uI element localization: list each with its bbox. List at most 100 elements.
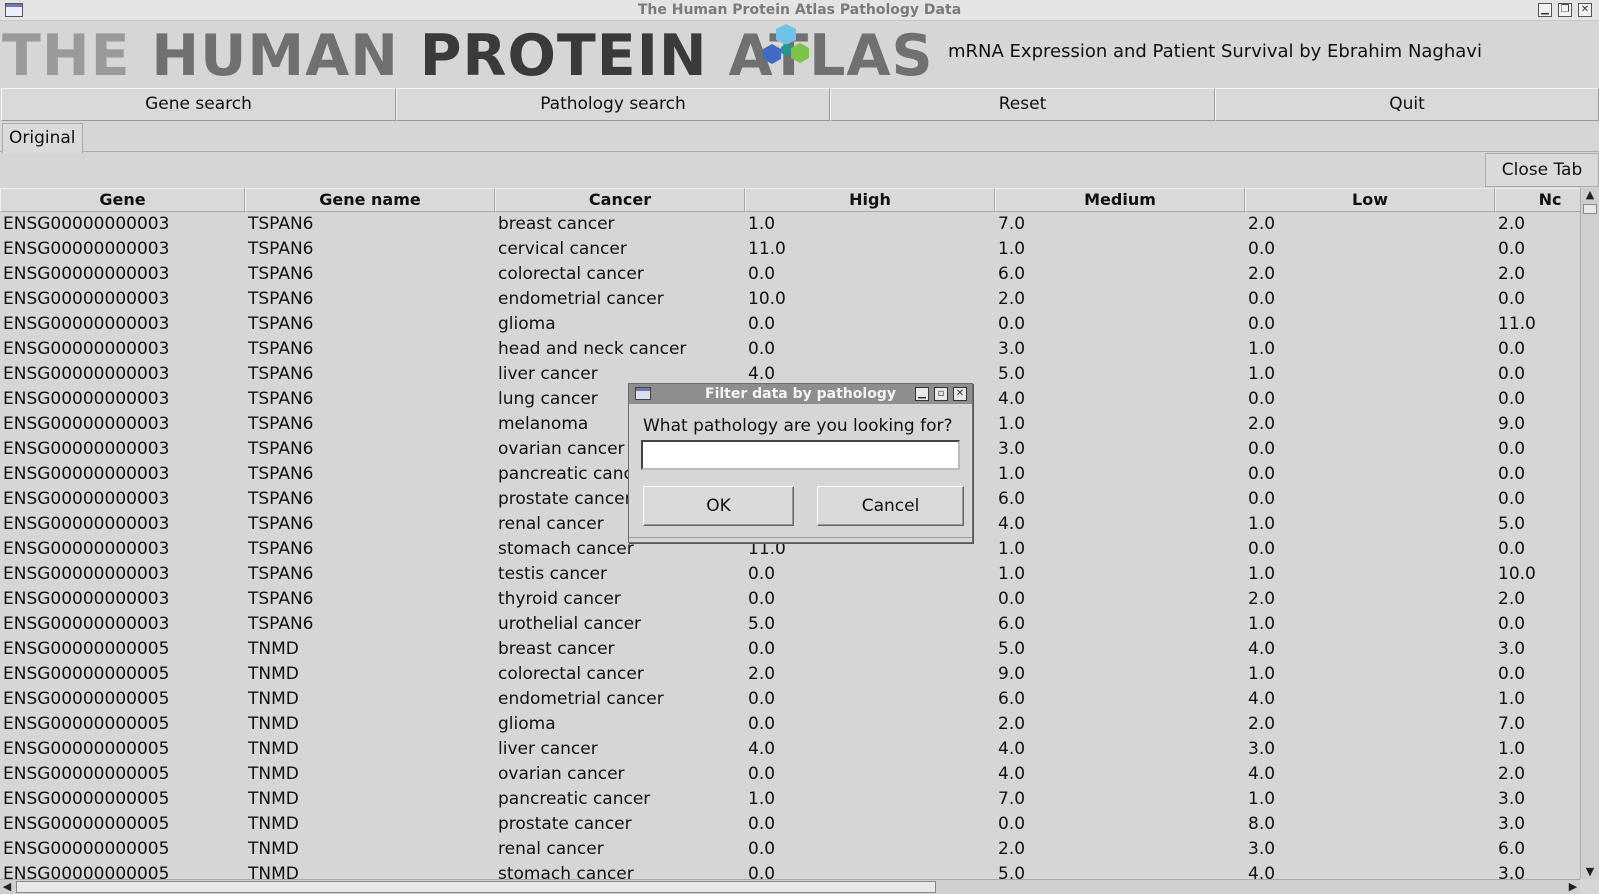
dialog-prompt: What pathology are you looking for?: [643, 416, 953, 436]
table-row[interactable]: ENSG00000000003 TSPAN6 ovarian cancer 3.0 0.…: [0, 437, 1580, 462]
table-row[interactable]: ENSG00000000003 TSPAN6 pancreatic cancer 1.…: [0, 462, 1580, 487]
cell-col-gene-name: TNMD: [248, 664, 299, 684]
cell-col-gene: ENSG00000000005: [3, 814, 170, 834]
cell-col-nc: 0.0: [1498, 339, 1526, 359]
cell-col-low: 2.0: [1248, 589, 1276, 609]
cell-col-medium: 5.0: [998, 364, 1026, 384]
quit-button[interactable]: Quit: [1215, 88, 1599, 121]
table-row[interactable]: ENSG00000000003 TSPAN6 cervical cancer 11.0…: [0, 237, 1580, 262]
dialog-maximize-icon[interactable]: ▫: [934, 387, 948, 401]
table-row[interactable]: ENSG00000000003 TSPAN6 stomach cancer 11.0 1…: [0, 537, 1580, 562]
cell-col-medium: 1.0: [998, 464, 1026, 484]
cell-col-high: 0.0: [748, 314, 776, 334]
header-col-nc[interactable]: Nc: [1495, 188, 1580, 212]
header-col-gene[interactable]: Gene: [0, 188, 245, 212]
table-row[interactable]: ENSG00000000005 TNMD renal cancer 0.0 2.0 3.0…: [0, 837, 1580, 862]
cell-col-high: 4.0: [748, 364, 776, 384]
header-col-gene-name[interactable]: Gene name: [245, 188, 495, 212]
cell-col-low: 2.0: [1248, 414, 1276, 434]
scroll-down-icon[interactable]: ▼: [1585, 865, 1595, 878]
cell-col-nc: 6.0: [1498, 839, 1526, 859]
table-row[interactable]: ENSG00000000003 TSPAN6 breast cancer 1.0 7.0…: [0, 212, 1580, 237]
cell-col-nc: 0.0: [1498, 614, 1526, 634]
cell-col-gene-name: TSPAN6: [248, 364, 314, 384]
cell-col-cancer: urothelial cancer: [498, 614, 642, 634]
cell-col-cancer: colorectal cancer: [498, 664, 644, 684]
ok-button[interactable]: OK: [643, 486, 794, 526]
table-row[interactable]: ENSG00000000005 TNMD prostate cancer 0.0 0.0…: [0, 812, 1580, 837]
scroll-up-icon[interactable]: ▲: [1585, 188, 1595, 201]
table-row[interactable]: ENSG00000000003 TSPAN6 endometrial cancer 1…: [0, 287, 1580, 312]
table-row[interactable]: ENSG00000000003 TSPAN6 colorectal cancer 0.…: [0, 262, 1580, 287]
maximize-icon[interactable]: ❐: [1558, 3, 1572, 17]
table-row[interactable]: ENSG00000000003 TSPAN6 melanoma 1.0 2.0 9.0: [0, 412, 1580, 437]
window-title: The Human Protein Atlas Pathology Data: [637, 2, 962, 18]
table-row[interactable]: ENSG00000000003 TSPAN6 thyroid cancer 0.0 0.…: [0, 587, 1580, 612]
cell-col-medium: 6.0: [998, 689, 1026, 709]
cell-col-gene: ENSG00000000003: [3, 414, 170, 434]
close-icon[interactable]: ✕: [1578, 3, 1592, 17]
cancel-button[interactable]: Cancel: [817, 486, 964, 526]
table-row[interactable]: ENSG00000000003 TSPAN6 prostate cancer 6.0 0…: [0, 487, 1580, 512]
table-row[interactable]: ENSG00000000005 TNMD glioma 0.0 2.0 2.0 7.0: [0, 712, 1580, 737]
table-row[interactable]: ENSG00000000005 TNMD pancreatic cancer 1.0 7…: [0, 787, 1580, 812]
cell-col-high: 0.0: [748, 764, 776, 784]
vertical-scrollbar[interactable]: ▲ ▼: [1580, 188, 1599, 879]
header-col-cancer[interactable]: Cancer: [495, 188, 745, 212]
horizontal-scroll-thumb[interactable]: [16, 881, 936, 893]
table-row[interactable]: ENSG00000000005 TNMD colorectal cancer 2.0 9…: [0, 662, 1580, 687]
pathology-input[interactable]: [641, 440, 960, 470]
header-col-high[interactable]: High: [745, 188, 995, 212]
cell-col-cancer: stomach cancer: [498, 539, 634, 559]
minimize-icon[interactable]: ▁: [1538, 3, 1552, 17]
cell-col-nc: 0.0: [1498, 364, 1526, 384]
tab-original[interactable]: Original: [2, 123, 83, 153]
table-row[interactable]: ENSG00000000003 TSPAN6 head and neck cance…: [0, 337, 1580, 362]
cell-col-nc: 2.0: [1498, 264, 1526, 284]
scroll-right-icon[interactable]: ▶: [1568, 880, 1578, 893]
cell-col-cancer: liver cancer: [498, 739, 598, 759]
horizontal-scrollbar[interactable]: ◀ ▶: [0, 879, 1580, 894]
logo-hex-center: [781, 44, 791, 56]
cell-col-cancer: endometrial cancer: [498, 689, 664, 709]
cell-col-low: 2.0: [1248, 214, 1276, 234]
table-row[interactable]: ENSG00000000003 TSPAN6 renal cancer 4.0 1.0 5…: [0, 512, 1580, 537]
cell-col-gene: ENSG00000000005: [3, 764, 170, 784]
reset-button[interactable]: Reset: [830, 88, 1215, 121]
dialog-menu-icon[interactable]: [635, 387, 651, 400]
header-col-medium[interactable]: Medium: [995, 188, 1245, 212]
data-table[interactable]: Gene Gene name Cancer High Medium Low Nc ENSG0…: [0, 188, 1580, 879]
window-menu-icon[interactable]: [5, 3, 23, 17]
cell-col-high: 0.0: [748, 814, 776, 834]
cell-col-low: 3.0: [1248, 839, 1276, 859]
table-row[interactable]: ENSG00000000005 TNMD liver cancer 4.0 4.0 3.0…: [0, 737, 1580, 762]
dialog-minimize-icon[interactable]: ▁: [915, 387, 929, 401]
table-row[interactable]: ENSG00000000003 TSPAN6 urothelial cancer 5.…: [0, 612, 1580, 637]
table-row[interactable]: ENSG00000000003 TSPAN6 liver cancer 4.0 5.0 1…: [0, 362, 1580, 387]
cell-col-low: 4.0: [1248, 689, 1276, 709]
table-row[interactable]: ENSG00000000005 TNMD breast cancer 0.0 5.0 4.…: [0, 637, 1580, 662]
cell-col-gene-name: TSPAN6: [248, 564, 314, 584]
pathology-search-button[interactable]: Pathology search: [396, 88, 830, 121]
table-row[interactable]: ENSG00000000003 TSPAN6 glioma 0.0 0.0 0.0 11.0: [0, 312, 1580, 337]
cell-col-gene: ENSG00000000005: [3, 664, 170, 684]
cell-col-cancer: liver cancer: [498, 364, 598, 384]
table-row[interactable]: ENSG00000000003 TSPAN6 testis cancer 0.0 1.0…: [0, 562, 1580, 587]
cell-col-nc: 0.0: [1498, 539, 1526, 559]
vertical-scroll-thumb[interactable]: [1583, 204, 1597, 214]
cell-col-high: 11.0: [748, 539, 786, 559]
dialog-close-icon[interactable]: ✕: [953, 387, 967, 401]
header-col-low[interactable]: Low: [1245, 188, 1495, 212]
table-header: Gene Gene name Cancer High Medium Low Nc: [0, 188, 1580, 212]
table-row[interactable]: ENSG00000000005 TNMD endometrial cancer 0.0…: [0, 687, 1580, 712]
cell-col-gene-name: TSPAN6: [248, 514, 314, 534]
cell-col-high: 5.0: [748, 614, 776, 634]
table-row[interactable]: ENSG00000000003 TSPAN6 lung cancer 4.0 0.0 0.…: [0, 387, 1580, 412]
close-tab-button[interactable]: Close Tab: [1485, 153, 1599, 187]
gene-search-button[interactable]: Gene search: [1, 88, 396, 121]
table-row[interactable]: ENSG00000000005 TNMD ovarian cancer 0.0 4.0 4…: [0, 762, 1580, 787]
table-row[interactable]: ENSG00000000005 TNMD stomach cancer 0.0 5.0 4…: [0, 862, 1580, 879]
cell-col-nc: 1.0: [1498, 689, 1526, 709]
cell-col-cancer: lung cancer: [498, 389, 598, 409]
scroll-left-icon[interactable]: ◀: [2, 880, 12, 893]
